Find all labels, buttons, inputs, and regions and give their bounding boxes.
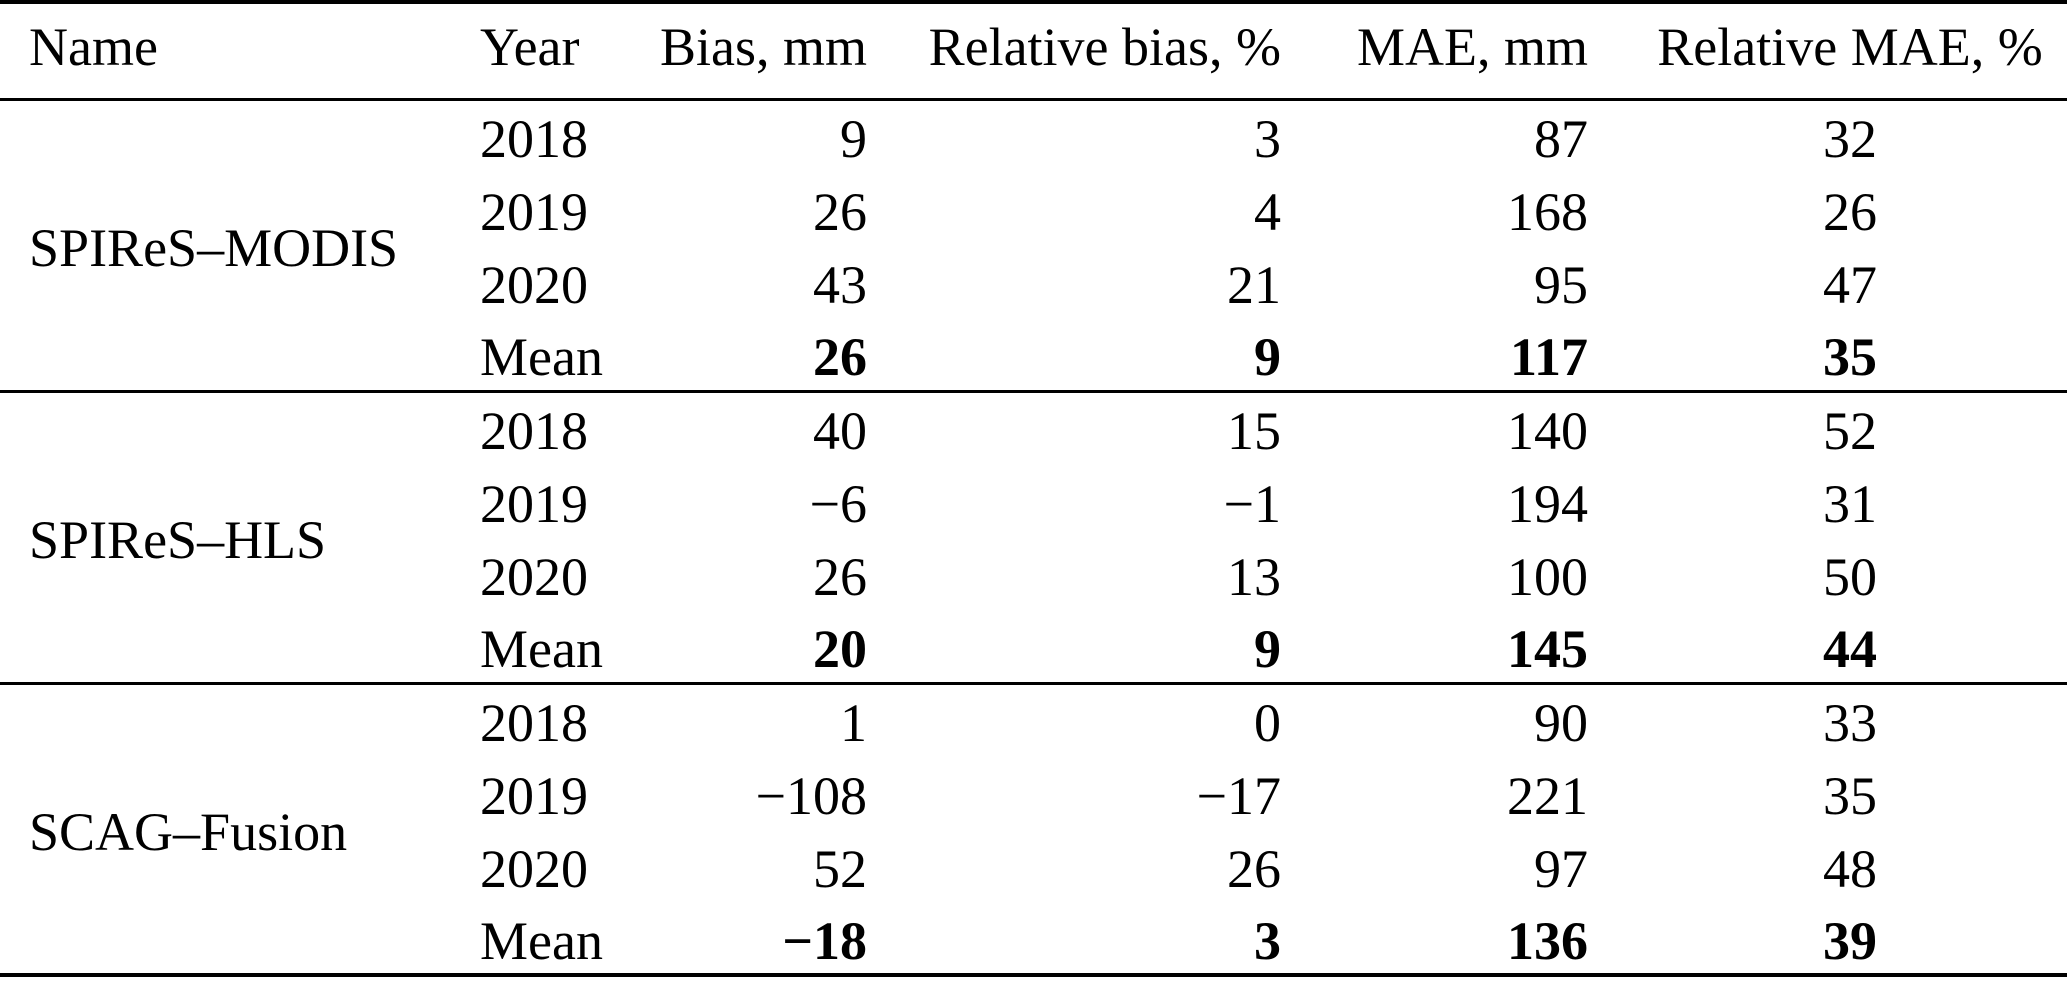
header-row: Name Year Bias, mm Relative bias, % MAE,… (0, 2, 2067, 99)
table-row: 2019 −6 −1 194 31 (0, 464, 2067, 537)
table-row: Mean 26 9 117 35 (0, 318, 2067, 391)
table-row: 2020 43 21 95 47 (0, 245, 2067, 318)
mae-cell: 140 (1507, 401, 1588, 462)
bias-cell: 26 (813, 546, 867, 607)
bias-cell: 26 (813, 326, 867, 387)
mae-cell: 100 (1507, 546, 1588, 607)
year-cell: Mean (480, 326, 603, 387)
relative-mae-cell: 52 (1823, 401, 1877, 462)
relative-bias-cell: 0 (1254, 693, 1281, 754)
relative-mae-cell: 44 (1823, 618, 1877, 679)
group-name-cell: SPIReS–HLS (29, 510, 327, 570)
table-row: Mean 20 9 145 44 (0, 610, 2067, 683)
relative-mae-cell: 39 (1823, 910, 1877, 971)
table-row: Mean −18 3 136 39 (0, 902, 2067, 975)
year-cell: 2018 (480, 693, 588, 754)
column-header-bias: Bias, mm (659, 16, 867, 77)
year-cell: Mean (480, 910, 603, 971)
bias-cell: −6 (809, 473, 867, 534)
year-cell: 2019 (480, 765, 588, 826)
mae-cell: 221 (1507, 765, 1588, 826)
relative-mae-cell: 50 (1823, 546, 1877, 607)
table-row: SPIReS–HLS 2018 40 15 140 52 (0, 391, 2067, 570)
table-row: 2019 26 4 168 26 (0, 172, 2067, 245)
mae-cell: 168 (1507, 181, 1588, 242)
relative-bias-cell: 15 (1227, 401, 1281, 462)
table-row: 2019 −108 −17 221 35 (0, 756, 2067, 829)
relative-mae-cell: 26 (1823, 181, 1877, 242)
group-name-cell: SCAG–Fusion (29, 801, 348, 862)
table-row: 2020 26 13 100 50 (0, 537, 2067, 610)
relative-mae-cell: 48 (1823, 838, 1877, 899)
relative-bias-cell: −17 (1196, 765, 1281, 826)
relative-mae-cell: 35 (1823, 326, 1877, 387)
mae-cell: 90 (1534, 693, 1588, 754)
bias-cell: −18 (782, 910, 867, 971)
relative-mae-cell: 32 (1823, 109, 1877, 170)
group-name-cell: SPIReS–MODIS (29, 218, 399, 278)
table-body: SPIReS–MODIS 2018 9 3 87 32 2019 26 4 168 26 2020 43… (0, 99, 2067, 975)
relative-bias-cell: 26 (1227, 838, 1281, 899)
bias-cell: 20 (813, 618, 867, 679)
relative-mae-cell: 31 (1823, 473, 1877, 534)
bias-cell: 52 (813, 838, 867, 899)
year-cell: 2020 (480, 254, 588, 315)
bias-cell: 43 (813, 254, 867, 315)
year-cell: 2018 (480, 401, 588, 462)
column-header-mae: MAE, mm (1356, 16, 1588, 77)
table-row: SPIReS–MODIS 2018 9 3 87 32 (0, 99, 2067, 278)
year-cell: 2020 (480, 546, 588, 607)
mae-cell: 194 (1507, 473, 1588, 534)
relative-bias-cell: 9 (1254, 326, 1281, 387)
column-header-year: Year (480, 16, 580, 77)
table-row: 2020 52 26 97 48 (0, 829, 2067, 902)
table-row: SCAG–Fusion 2018 1 0 90 33 (0, 683, 2067, 862)
relative-bias-cell: 3 (1254, 910, 1281, 971)
year-cell: 2019 (480, 473, 588, 534)
year-cell: 2020 (480, 838, 588, 899)
relative-mae-cell: 35 (1823, 765, 1877, 826)
year-cell: 2018 (480, 109, 588, 170)
mae-cell: 145 (1507, 618, 1588, 679)
relative-bias-cell: 9 (1254, 618, 1281, 679)
relative-mae-cell: 33 (1823, 693, 1877, 754)
bias-cell: 40 (813, 401, 867, 462)
year-cell: Mean (480, 618, 603, 679)
mae-cell: 136 (1507, 910, 1588, 971)
relative-bias-cell: −1 (1223, 473, 1281, 534)
relative-bias-cell: 21 (1227, 254, 1281, 315)
year-cell: 2019 (480, 181, 588, 242)
table-header: Name Year Bias, mm Relative bias, % MAE,… (0, 2, 2067, 99)
bias-cell: 9 (840, 109, 867, 170)
relative-bias-cell: 13 (1227, 546, 1281, 607)
relative-mae-cell: 47 (1823, 254, 1877, 315)
bias-cell: 1 (840, 693, 867, 754)
mae-cell: 95 (1534, 254, 1588, 315)
column-header-name: Name (29, 16, 158, 77)
mae-cell: 117 (1509, 326, 1588, 387)
mae-cell: 97 (1534, 838, 1588, 899)
mae-cell: 87 (1534, 109, 1588, 170)
relative-bias-cell: 4 (1254, 181, 1281, 242)
relative-bias-cell: 3 (1254, 109, 1281, 170)
bias-cell: −108 (755, 765, 867, 826)
column-header-relative-bias: Relative bias, % (928, 16, 1281, 77)
bias-cell: 26 (813, 181, 867, 242)
column-header-relative-mae: Relative MAE, % (1657, 16, 2043, 77)
